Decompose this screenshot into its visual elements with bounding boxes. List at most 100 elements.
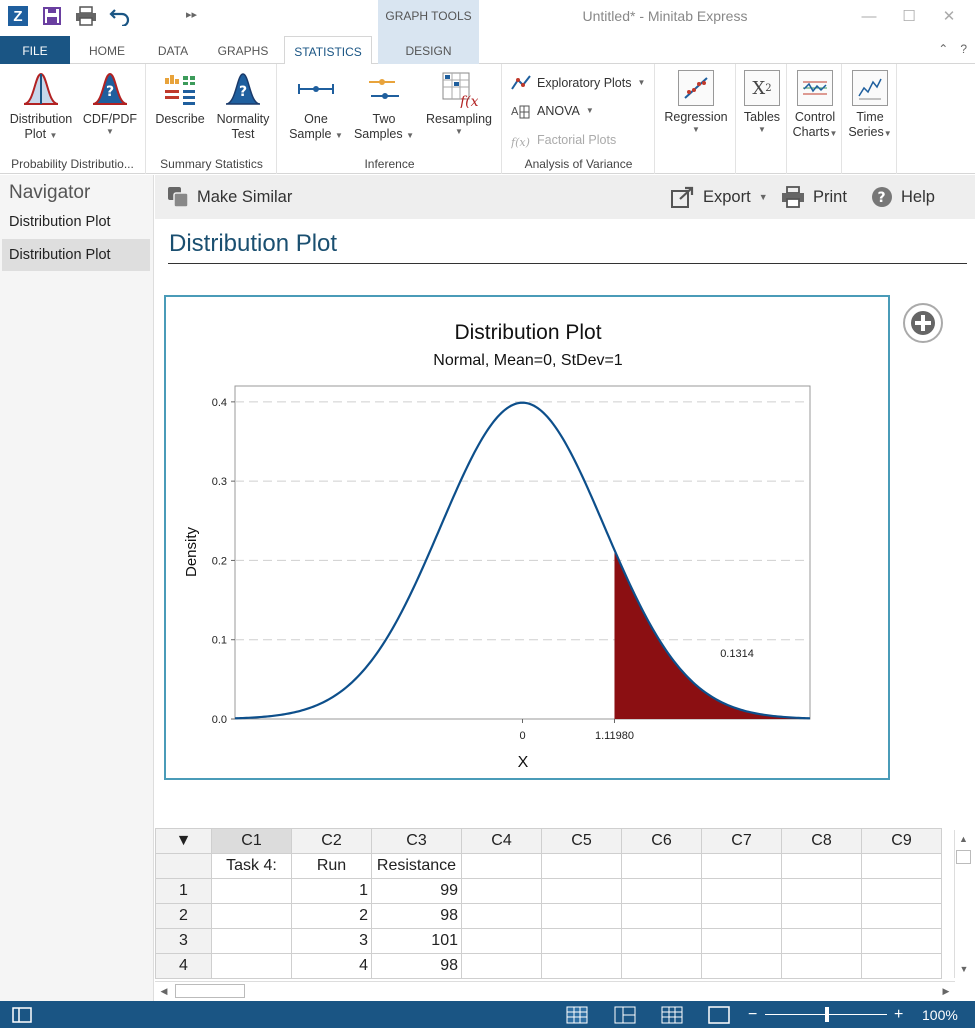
normality-test-button[interactable]: ? Normality Test	[211, 70, 275, 142]
help-button[interactable]: ? Help	[871, 186, 935, 208]
data-cell[interactable]	[621, 953, 702, 979]
zoom-out-icon[interactable]: −	[748, 1006, 758, 1023]
column-name-cell[interactable]	[621, 853, 702, 879]
customize-toolbar-icon[interactable]: ▸▸	[186, 9, 198, 21]
column-name-cell[interactable]	[701, 853, 782, 879]
worksheet-view-icon[interactable]	[566, 1005, 588, 1025]
data-cell[interactable]	[781, 928, 862, 954]
add-to-report-button[interactable]	[903, 303, 943, 343]
control-charts-button[interactable]: Control Charts▼	[790, 70, 840, 140]
cdf-pdf-button[interactable]: ? CDF/PDF ▼	[82, 70, 138, 137]
row-number[interactable]: 4	[155, 953, 212, 979]
data-cell[interactable]: 4	[291, 953, 372, 979]
anova-button[interactable]: A ANOVA ▼	[511, 104, 594, 119]
column-name-cell[interactable]	[541, 853, 622, 879]
column-header[interactable]: C7	[701, 828, 782, 854]
zoom-in-icon[interactable]: +	[894, 1006, 904, 1023]
minitab-logo-icon[interactable]: Z	[6, 4, 30, 28]
data-cell[interactable]	[861, 878, 942, 904]
data-cell[interactable]: 101	[371, 928, 462, 954]
row-number[interactable]: 3	[155, 928, 212, 954]
column-name-cell[interactable]: Run	[291, 853, 372, 879]
regression-button[interactable]: Regression ▼	[660, 70, 732, 135]
scroll-down-icon[interactable]: ▼	[959, 964, 969, 974]
data-cell[interactable]	[541, 903, 622, 929]
data-cell[interactable]: 98	[371, 953, 462, 979]
horizontal-scroll-thumb[interactable]	[175, 984, 245, 998]
help-question-icon[interactable]: ?	[960, 42, 967, 56]
data-cell[interactable]	[211, 928, 292, 954]
print-button[interactable]: Print	[781, 186, 847, 208]
save-icon[interactable]	[40, 4, 64, 28]
horizontal-scrollbar[interactable]: ◀ ▶	[155, 981, 955, 999]
split-view-icon[interactable]	[614, 1005, 636, 1025]
data-cell[interactable]	[211, 903, 292, 929]
data-cell[interactable]	[701, 903, 782, 929]
data-cell[interactable]: 1	[291, 878, 372, 904]
column-header[interactable]: C1	[211, 828, 292, 854]
scroll-right-icon[interactable]: ▶	[942, 986, 950, 996]
data-view-icon[interactable]	[661, 1005, 683, 1025]
data-cell[interactable]	[861, 903, 942, 929]
column-name-cell[interactable]	[461, 853, 542, 879]
data-cell[interactable]	[541, 928, 622, 954]
data-cell[interactable]	[211, 878, 292, 904]
data-cell[interactable]	[781, 903, 862, 929]
navigator-item-distribution-plot[interactable]: Distribution Plot	[9, 214, 111, 230]
data-cell[interactable]	[781, 953, 862, 979]
column-header[interactable]: C6	[621, 828, 702, 854]
tab-file[interactable]: FILE	[0, 36, 70, 64]
two-samples-button[interactable]: Two Samples ▼	[350, 70, 418, 142]
column-header[interactable]: C5	[541, 828, 622, 854]
data-cell[interactable]	[861, 928, 942, 954]
data-cell[interactable]	[701, 953, 782, 979]
data-cell[interactable]	[211, 953, 292, 979]
column-header[interactable]: C2	[291, 828, 372, 854]
data-cell[interactable]: 2	[291, 903, 372, 929]
toggle-navigator-icon[interactable]	[12, 1005, 32, 1025]
data-cell[interactable]	[461, 903, 542, 929]
close-icon[interactable]: ✕	[942, 8, 956, 25]
column-name-cell[interactable]	[781, 853, 862, 879]
row-number[interactable]: 1	[155, 878, 212, 904]
row-number[interactable]: 2	[155, 903, 212, 929]
undo-icon[interactable]	[108, 4, 132, 28]
data-cell[interactable]	[781, 878, 862, 904]
one-sample-button[interactable]: One Sample ▼	[284, 70, 348, 142]
vertical-scroll-thumb[interactable]	[956, 850, 971, 864]
column-name-cell[interactable]	[861, 853, 942, 879]
time-series-button[interactable]: Time Series▼	[845, 70, 895, 140]
zoom-slider[interactable]	[765, 1005, 887, 1025]
zoom-slider-thumb[interactable]	[825, 1007, 829, 1022]
navigator-item-distribution-plot-selected[interactable]: Distribution Plot	[2, 239, 150, 271]
data-cell[interactable]	[621, 928, 702, 954]
scroll-up-icon[interactable]: ▲	[959, 834, 968, 844]
output-view-icon[interactable]	[708, 1005, 730, 1025]
data-cell[interactable]	[621, 878, 702, 904]
column-header[interactable]: C8	[781, 828, 862, 854]
factorial-plots-button[interactable]: f(x) Factorial Plots	[511, 133, 617, 149]
scroll-left-icon[interactable]: ◀	[160, 986, 168, 996]
data-cell[interactable]: 99	[371, 878, 462, 904]
make-similar-button[interactable]: Make Similar	[167, 186, 292, 208]
data-cell[interactable]: 98	[371, 903, 462, 929]
maximize-icon[interactable]: ☐	[902, 8, 916, 25]
export-button[interactable]: Export ▼	[671, 186, 768, 208]
data-cell[interactable]	[461, 928, 542, 954]
data-cell[interactable]	[541, 953, 622, 979]
data-cell[interactable]: 3	[291, 928, 372, 954]
data-cell[interactable]	[861, 953, 942, 979]
column-header[interactable]: C3	[371, 828, 462, 854]
graph-frame[interactable]: Distribution Plot Normal, Mean=0, StDev=…	[164, 295, 890, 780]
data-cell[interactable]	[461, 878, 542, 904]
minimize-icon[interactable]: —	[861, 8, 877, 25]
column-name-cell[interactable]: Resistance	[371, 853, 462, 879]
tab-home[interactable]: HOME	[89, 44, 125, 58]
print-icon[interactable]	[74, 4, 98, 28]
data-cell[interactable]	[541, 878, 622, 904]
tab-statistics[interactable]: STATISTICS	[284, 36, 372, 65]
resampling-button[interactable]: f(x) Resampling ▼	[420, 70, 498, 137]
collapse-ribbon-icon[interactable]: ⌃	[938, 42, 949, 56]
select-all-corner[interactable]: ▼	[155, 828, 212, 854]
